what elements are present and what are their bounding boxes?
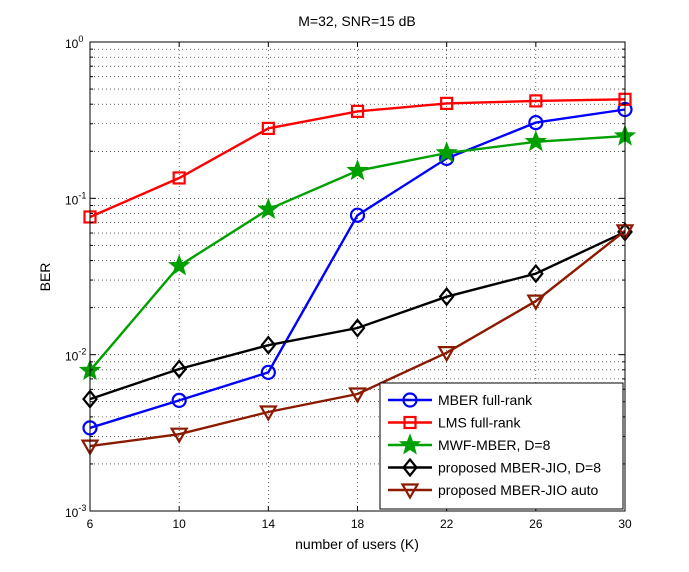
series-line	[89, 98, 626, 219]
legend-marker	[403, 415, 417, 430]
data-point	[528, 115, 544, 131]
data-point	[524, 130, 547, 152]
legend-label: proposed MBER-JIO auto	[438, 482, 599, 498]
data-point	[260, 364, 276, 381]
series-5	[80, 224, 635, 456]
data-point	[438, 286, 455, 307]
legend-label: proposed MBER-JIO, D=8	[438, 460, 601, 476]
data-point	[349, 207, 366, 223]
x-tick-label: 10	[172, 517, 186, 531]
data-point	[171, 392, 187, 408]
data-point	[346, 159, 369, 181]
x-tick-label: 14	[262, 517, 276, 531]
y-tick-label: 10-3	[65, 503, 86, 520]
legend-entry: MWF-MBER, D=8	[388, 433, 551, 455]
data-point	[168, 254, 191, 276]
x-tick-label: 22	[440, 517, 454, 531]
y-tick-label: 10-2	[65, 347, 86, 364]
y-tick-label: 100	[65, 34, 83, 51]
series-2	[83, 92, 632, 224]
series-line	[89, 108, 626, 430]
y-axis-label: BER	[37, 263, 53, 292]
legend-marker	[402, 392, 418, 408]
legend-entry: LMS full-rank	[388, 415, 521, 431]
series-layer	[78, 92, 637, 456]
x-axis-label: number of users (K)	[295, 536, 419, 552]
data-point	[258, 405, 278, 422]
y-tick-label: 10-1	[65, 190, 86, 207]
legend-marker	[398, 433, 422, 455]
legend-marker	[400, 483, 420, 500]
data-point	[348, 387, 367, 404]
data-point	[435, 141, 458, 163]
data-point	[257, 197, 280, 219]
legend-entry: proposed MBER-JIO auto	[388, 482, 599, 500]
data-point	[440, 96, 454, 110]
data-point	[171, 359, 188, 379]
x-tick-label: 30	[618, 517, 632, 531]
data-point	[172, 171, 186, 185]
data-point	[437, 346, 457, 363]
chart-title: M=32, SNR=15 dB	[298, 13, 416, 29]
legend-label: MBER full-rank	[438, 392, 533, 408]
data-point	[260, 335, 277, 355]
data-point	[350, 104, 365, 118]
data-point	[529, 94, 543, 108]
data-point	[526, 294, 546, 311]
data-point	[169, 427, 189, 444]
legend-label: MWF-MBER, D=8	[438, 437, 551, 453]
legend: MBER full-rank LMS full-rank MWF-MBER, D=8…	[379, 382, 624, 510]
legend-entry: proposed MBER-JIO, D=8	[388, 457, 601, 478]
legend-entry: MBER full-rank	[388, 392, 533, 408]
legend-label: LMS full-rank	[438, 415, 521, 431]
series-line	[89, 230, 626, 401]
data-point	[349, 318, 366, 338]
x-tick-label: 18	[351, 517, 365, 531]
data-point	[261, 121, 275, 136]
x-tick-label: 26	[529, 517, 543, 531]
data-point	[527, 263, 544, 284]
legend-marker	[402, 457, 418, 478]
axis-ticks: 6 10 14 18 22 26 30 10-3 10-2 10-1 100	[65, 34, 632, 531]
series-line	[89, 229, 626, 448]
x-tick-label: 6	[87, 517, 94, 531]
